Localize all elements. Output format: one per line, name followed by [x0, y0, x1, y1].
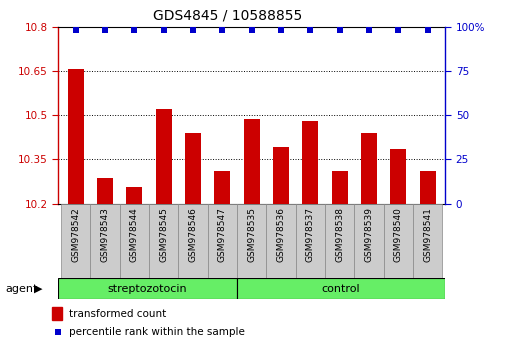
Bar [208, 204, 237, 278]
Text: GSM978542: GSM978542 [71, 207, 80, 262]
Bar [273, 148, 288, 204]
Bar [324, 204, 353, 278]
Text: GSM978538: GSM978538 [334, 207, 343, 262]
Bar [185, 133, 201, 204]
Bar [90, 204, 120, 278]
Point [423, 27, 431, 33]
Text: transformed count: transformed count [69, 309, 166, 319]
Point [130, 27, 138, 33]
Bar [52, 307, 62, 320]
Text: streptozotocin: streptozotocin [108, 284, 187, 293]
Point [72, 27, 80, 33]
Bar [354, 204, 383, 278]
Point [335, 27, 343, 33]
Point [189, 27, 197, 33]
Bar [68, 69, 84, 204]
Text: ▶: ▶ [34, 284, 42, 293]
Bar [126, 187, 142, 204]
Bar [383, 204, 412, 278]
Point [218, 27, 226, 33]
Text: GSM978536: GSM978536 [276, 207, 285, 262]
Point [54, 329, 62, 335]
Text: GSM978547: GSM978547 [218, 207, 226, 262]
Text: GDS4845 / 10588855: GDS4845 / 10588855 [153, 9, 301, 23]
Bar [61, 204, 90, 278]
Point [393, 27, 401, 33]
Bar [412, 204, 441, 278]
Bar [301, 121, 318, 204]
Bar [156, 109, 172, 204]
Bar [237, 204, 266, 278]
Point [306, 27, 314, 33]
Point [276, 27, 284, 33]
Text: GSM978545: GSM978545 [159, 207, 168, 262]
Bar [295, 204, 324, 278]
Text: GSM978539: GSM978539 [364, 207, 373, 262]
Bar [243, 119, 259, 204]
Point [160, 27, 168, 33]
Bar [266, 204, 295, 278]
Text: agent: agent [5, 284, 37, 293]
Text: control: control [321, 284, 360, 293]
Bar [419, 171, 435, 204]
Bar [97, 178, 113, 204]
Text: percentile rank within the sample: percentile rank within the sample [69, 327, 245, 337]
Text: GSM978543: GSM978543 [100, 207, 110, 262]
Text: GSM978544: GSM978544 [130, 207, 139, 262]
Point [364, 27, 372, 33]
Bar [389, 149, 406, 204]
Text: GSM978546: GSM978546 [188, 207, 197, 262]
Bar [149, 204, 178, 278]
Text: GSM978535: GSM978535 [247, 207, 256, 262]
Bar [360, 133, 376, 204]
Bar [236, 278, 444, 299]
Text: GSM978537: GSM978537 [306, 207, 314, 262]
Point [101, 27, 109, 33]
Bar [214, 171, 230, 204]
Text: GSM978541: GSM978541 [422, 207, 431, 262]
Point [247, 27, 256, 33]
Bar [120, 204, 149, 278]
Bar [331, 171, 347, 204]
Bar [178, 204, 208, 278]
Bar [58, 278, 236, 299]
Text: GSM978540: GSM978540 [393, 207, 402, 262]
